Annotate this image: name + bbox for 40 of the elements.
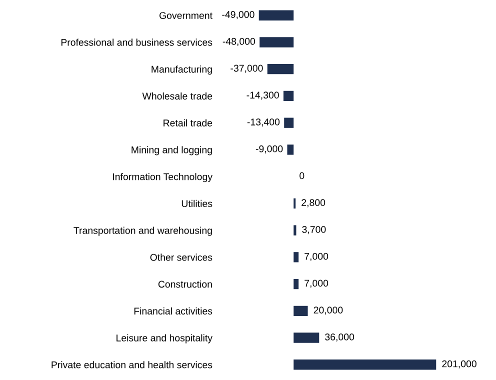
y-tick-label: Retail trade [164,119,212,126]
y-tick-label: Wholesale trade [142,92,212,100]
y-tick-label: Professional and business services [61,38,212,46]
data-label: -13,400 [247,118,280,127]
y-tick-label: Transportation and warehousing [74,226,212,236]
bar [294,252,299,262]
data-label: 201,000 [442,360,476,368]
bar [258,10,294,20]
data-label: 2,800 [302,199,326,208]
bar [284,118,294,128]
y-tick-label: Utilities [182,200,212,208]
y-tick-label: Private education and health services [52,361,212,368]
data-label: 7,000 [304,280,328,288]
data-label: 3,700 [302,226,326,234]
bar [294,225,296,236]
y-tick-label: Financial activities [134,307,212,315]
y-tick-label: Information Technology [113,173,212,182]
y-tick-label: Construction [158,280,212,288]
bar [294,306,308,316]
bar [267,64,294,74]
data-label: -49,000 [222,11,254,20]
data-label: 36,000 [325,334,354,342]
data-label: -9,000 [256,145,283,154]
data-label: 20,000 [314,306,343,315]
y-tick-label: Government [159,12,212,19]
y-tick-label: Other services [150,254,212,261]
y-tick-label: Mining and logging [132,146,212,156]
data-label: -14,300 [246,92,279,100]
data-label: -37,000 [230,64,263,73]
bar [294,278,299,290]
bar [283,90,294,102]
data-label: 0 [300,172,304,180]
bar [294,360,436,370]
data-label: 7,000 [304,252,328,261]
y-tick-label: Manufacturing [152,66,212,75]
y-tick-label: Leisure and hospitality [116,334,212,344]
bar [287,144,294,155]
bar [294,332,320,343]
data-label: -48,000 [222,38,256,46]
bar [260,37,294,48]
